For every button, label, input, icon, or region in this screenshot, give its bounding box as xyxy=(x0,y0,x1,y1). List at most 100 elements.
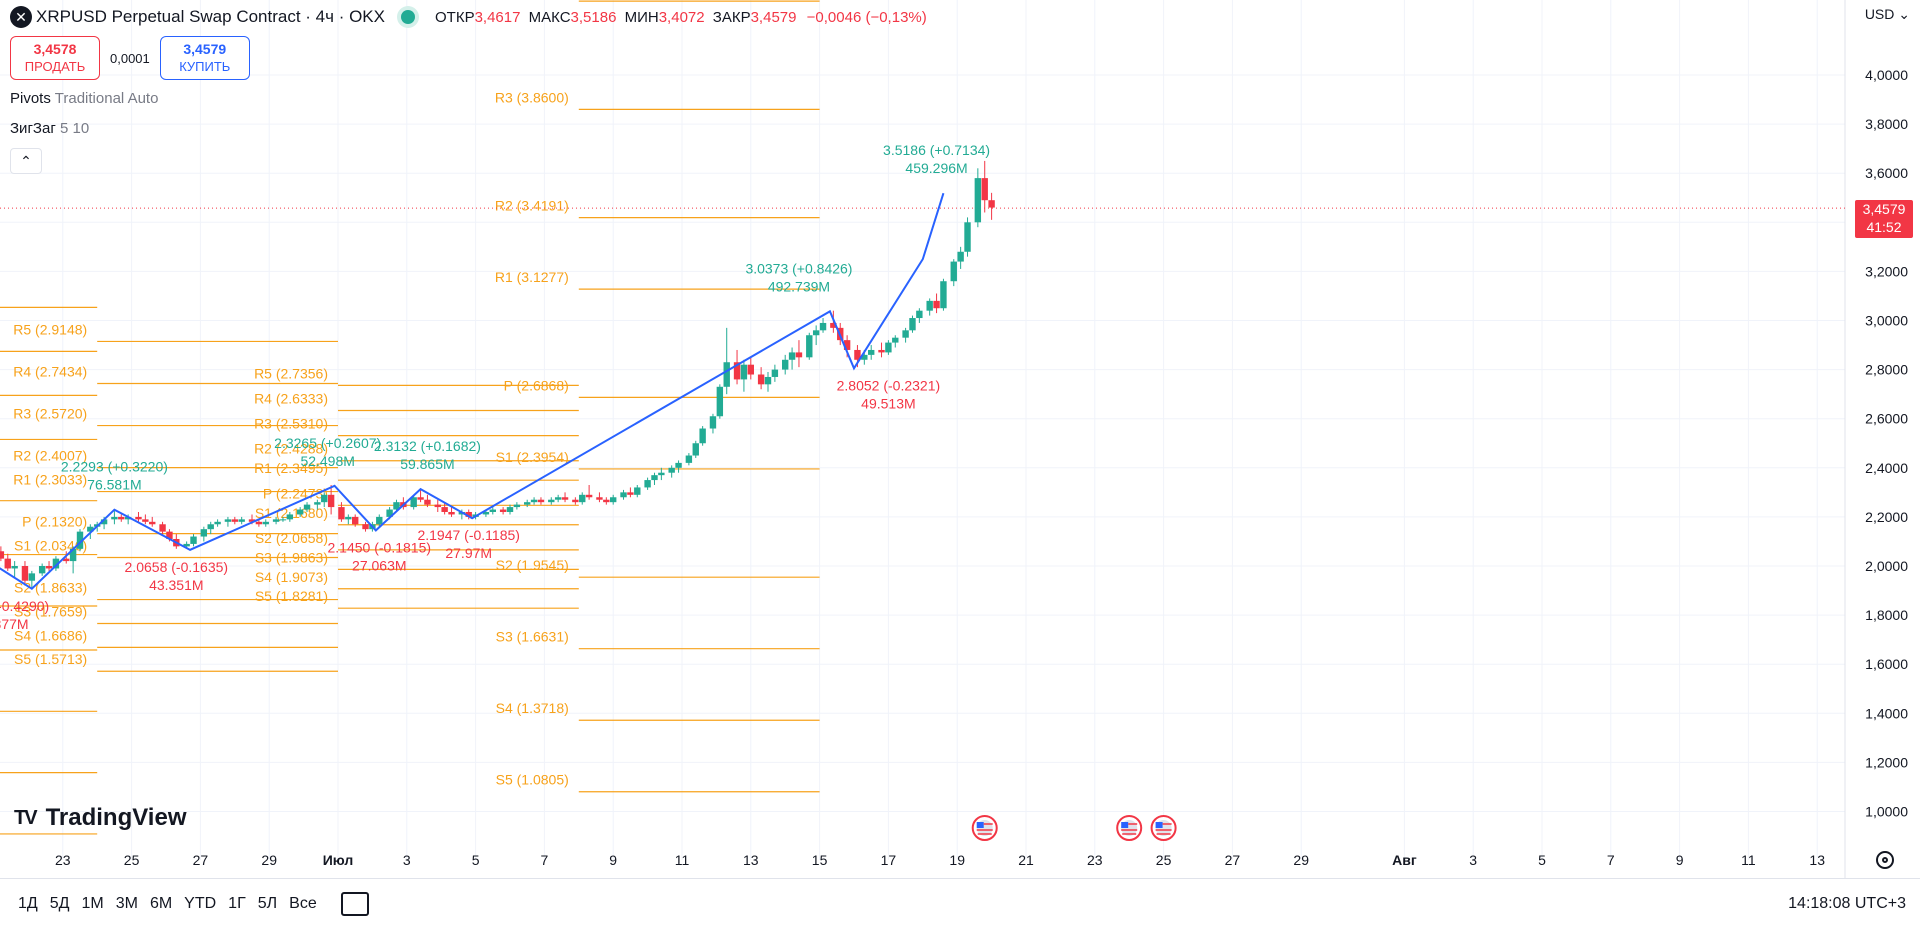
axis-settings-icon[interactable] xyxy=(1876,851,1894,869)
x-tick-label: 3 xyxy=(403,852,411,868)
candle-body xyxy=(603,499,610,503)
clock-readout[interactable]: 14:18:08 UTC+3 xyxy=(1788,894,1906,912)
zigzag-params: 5 10 xyxy=(59,120,90,137)
x-tick-label: 27 xyxy=(193,852,209,868)
grid xyxy=(0,0,1845,860)
pivot-label: P (2.6868) xyxy=(504,377,569,393)
candle-body xyxy=(286,514,294,520)
pivot-label: R2 (3.4191) xyxy=(495,198,569,214)
candle-body xyxy=(345,516,352,520)
us-flag-event-icon[interactable] xyxy=(1116,815,1143,841)
indicator-pivots[interactable]: Pivots Traditional Auto xyxy=(10,90,158,107)
candle-body xyxy=(806,335,813,358)
candle-body xyxy=(21,566,29,581)
candle-body xyxy=(4,558,11,569)
candle-body xyxy=(692,443,699,456)
period-6m[interactable]: 6М xyxy=(149,894,173,912)
sell-button[interactable]: 3,4578 ПРОДАТЬ xyxy=(10,36,100,80)
last-price-value: 3,4579 xyxy=(1862,201,1906,217)
candle-body xyxy=(819,322,827,331)
zigzag-volume-label: 140.877M xyxy=(0,616,29,632)
candle-body xyxy=(940,281,947,309)
candle-body xyxy=(757,374,765,385)
candle-body xyxy=(950,261,957,282)
candle-body xyxy=(620,492,627,498)
candle-body xyxy=(561,497,569,500)
period-1d[interactable]: 1Д xyxy=(18,894,38,912)
candle-body xyxy=(554,497,562,500)
event-flag-canton xyxy=(1155,822,1163,828)
us-flag-event-icon[interactable] xyxy=(971,815,998,841)
candle-body xyxy=(764,376,772,385)
period-3m[interactable]: 3М xyxy=(115,894,138,912)
zigzag-volume-label: 27.97M xyxy=(445,545,492,561)
candle-body xyxy=(685,455,693,463)
buy-button[interactable]: 3,4579 КУПИТЬ xyxy=(159,36,250,80)
candle-body xyxy=(69,548,77,562)
currency-selector[interactable]: USD ⌄ xyxy=(1865,6,1910,23)
candle-body xyxy=(579,494,586,503)
y-tick-label: 4,0000 xyxy=(1865,67,1908,83)
buy-price: 3,4579 xyxy=(183,41,227,57)
tradingview-logo[interactable]: TV TradingView xyxy=(14,804,187,832)
period-1m[interactable]: 1М xyxy=(81,894,104,912)
candle-body xyxy=(627,492,634,495)
period-1y[interactable]: 1Г xyxy=(228,894,246,912)
candle-body xyxy=(410,497,417,508)
close-value: 3,4579 xyxy=(750,8,797,26)
collapse-indicators-button[interactable]: ⌃ xyxy=(10,148,42,174)
candle-body xyxy=(854,349,861,360)
y-tick-label: 2,6000 xyxy=(1865,411,1908,427)
pivot-label: R1 (2.3033) xyxy=(13,472,87,488)
y-tick-label: 1,8000 xyxy=(1865,607,1908,623)
zigzag-pivot-label: 2.8052 (-0.2321) xyxy=(837,377,941,393)
candle-body xyxy=(658,472,665,476)
candle-body xyxy=(45,566,53,569)
x-tick-label: 9 xyxy=(1676,852,1684,868)
candle-body xyxy=(207,524,214,530)
candle-body xyxy=(149,521,156,525)
zigzag-volume-label: 76.581M xyxy=(87,477,141,493)
candle-body xyxy=(393,502,400,510)
candle-body xyxy=(634,487,641,495)
low-value: 3,4072 xyxy=(658,8,705,26)
ohlc-readout: ОТКР3,4617 МАКС3,5186 МИН3,4072 ЗАКР3,45… xyxy=(431,9,927,26)
candle-body xyxy=(279,519,287,521)
candle-body xyxy=(699,428,706,444)
y-tick-label: 2,2000 xyxy=(1865,509,1908,525)
us-flag-event-icon[interactable] xyxy=(1150,815,1177,841)
candle-body xyxy=(771,369,779,377)
candle-body xyxy=(675,462,682,468)
pivot-label: S1 (2.3954) xyxy=(496,449,569,465)
candle-body xyxy=(974,178,982,223)
candle-body xyxy=(585,494,593,498)
y-tick-label: 3,0000 xyxy=(1865,313,1908,329)
pivot-label: S3 (1.9863) xyxy=(255,549,328,565)
candle-body xyxy=(709,416,717,429)
pivot-label: R3 (3.8600) xyxy=(495,89,569,105)
candle-body xyxy=(118,516,125,520)
xrp-symbol-icon[interactable]: ✕ xyxy=(10,6,32,28)
period-all[interactable]: Все xyxy=(289,894,317,912)
candle-body xyxy=(988,200,995,208)
y-tick-label: 2,4000 xyxy=(1865,460,1908,476)
x-tick-label: 9 xyxy=(609,852,617,868)
period-5y[interactable]: 5Л xyxy=(257,894,278,912)
candle-body xyxy=(885,342,892,353)
pivots-name: Pivots xyxy=(10,90,51,107)
calendar-icon[interactable] xyxy=(340,891,369,916)
candle-body xyxy=(812,330,820,336)
x-tick-label: 7 xyxy=(1607,852,1615,868)
symbol-title[interactable]: XRPUSD Perpetual Swap Contract · 4ч · OK… xyxy=(36,7,385,26)
period-5d[interactable]: 5Д xyxy=(49,894,70,912)
candle-body xyxy=(441,507,448,512)
candle-body xyxy=(87,526,94,532)
x-tick-label: 13 xyxy=(1809,852,1825,868)
candle-body xyxy=(644,480,651,488)
zigzag-volume-label: 459.296M xyxy=(905,160,967,176)
period-ytd[interactable]: YTD xyxy=(184,894,217,912)
indicator-zigzag[interactable]: ЗигЗаг 5 10 xyxy=(10,120,89,137)
pivot-label: S1 (2.0346) xyxy=(14,538,87,554)
candle-body xyxy=(861,354,868,360)
